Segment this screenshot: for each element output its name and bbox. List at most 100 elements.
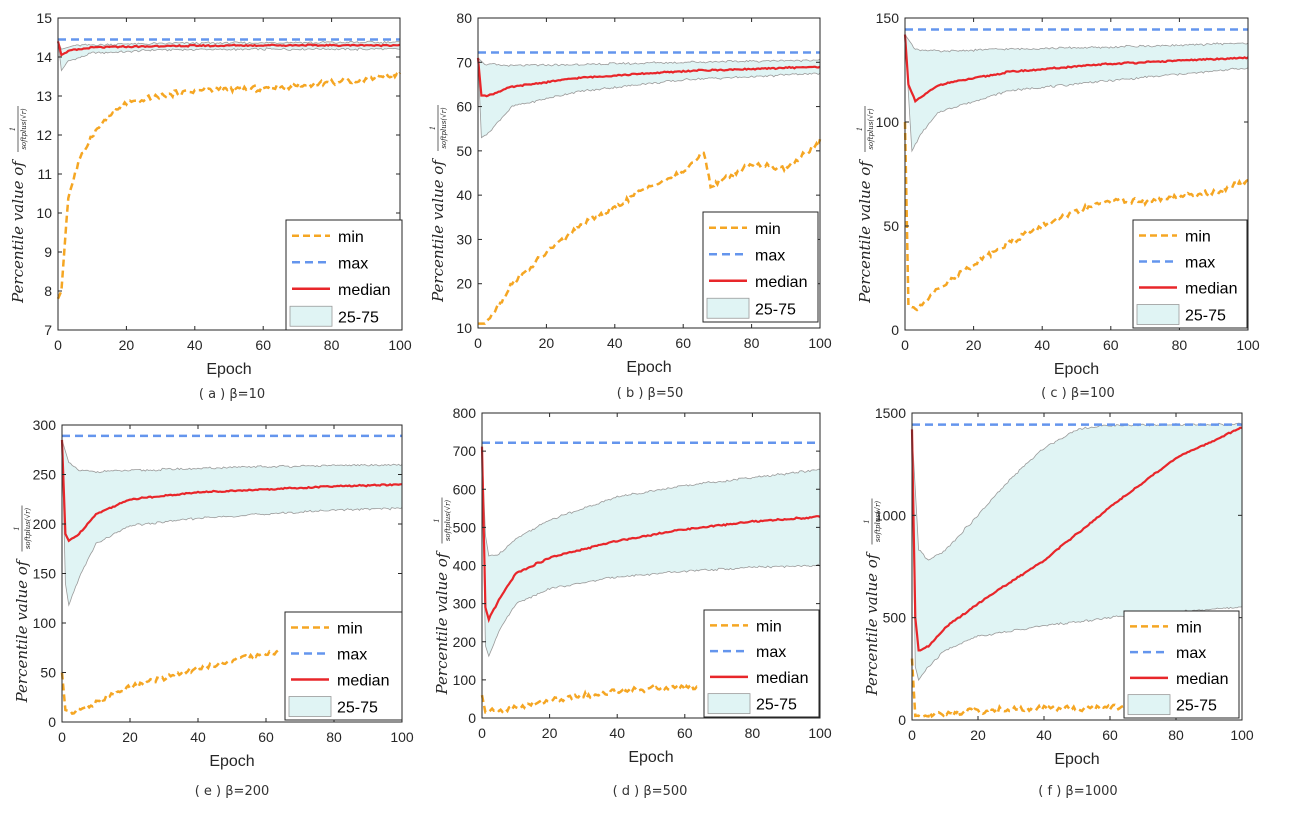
iqr-band bbox=[478, 57, 820, 138]
y-axis-frac-num: 1 bbox=[429, 126, 437, 130]
y-axis-frac-num: 1 bbox=[433, 518, 441, 522]
y-tick-label: 20 bbox=[456, 276, 472, 292]
y-tick-label: 200 bbox=[33, 516, 57, 532]
y-tick-label: 100 bbox=[453, 672, 477, 688]
legend-band-swatch bbox=[288, 696, 332, 717]
axes-box bbox=[477, 17, 821, 329]
panel-5: 0 100 200 300 400 500 600 700 800 0 20 40 60 80 100 Epo… bbox=[433, 405, 832, 799]
x-axis-label: Epoch bbox=[1054, 751, 1099, 768]
x-tick-label: 60 bbox=[1102, 727, 1118, 743]
panel-caption: ( a ) β=10 bbox=[199, 387, 265, 402]
legend-band-label: 25-75 bbox=[1176, 698, 1217, 715]
y-tick-label: 150 bbox=[33, 566, 57, 582]
y-tick-label: 70 bbox=[456, 54, 472, 70]
p75-line bbox=[904, 34, 1249, 53]
y-axis-label-text: Percentile value of bbox=[863, 551, 881, 696]
panel-6: 0 500 1000 1500 0 20 40 60 80 100 Epoch Percentile … bbox=[863, 405, 1254, 799]
legend-median-label: median bbox=[755, 274, 807, 291]
p75-line bbox=[477, 57, 821, 67]
min-line bbox=[910, 658, 1124, 719]
y-tick-label: 50 bbox=[883, 218, 899, 234]
x-tick-label: 60 bbox=[675, 335, 691, 351]
y-tick-label: 50 bbox=[40, 665, 56, 681]
legend-band-label: 25-75 bbox=[338, 309, 379, 326]
y-tick-label: 1500 bbox=[875, 405, 906, 421]
y-axis-frac-den: softplus(√r) bbox=[440, 107, 448, 149]
y-tick-label: 200 bbox=[453, 634, 477, 650]
x-tick-label: 0 bbox=[478, 725, 486, 741]
x-tick-label: 80 bbox=[324, 337, 340, 353]
x-tick-label: 20 bbox=[119, 337, 135, 353]
panel-caption: ( f ) β=1000 bbox=[1038, 784, 1117, 799]
p25-line bbox=[477, 57, 821, 139]
y-axis-frac-num: 1 bbox=[856, 127, 864, 131]
panel-3: 0 50 100 150 0 20 40 60 80 100 Epoch Percentile val… bbox=[856, 10, 1260, 401]
legend-median-label: median bbox=[337, 673, 389, 690]
y-axis-label-text: Percentile value of bbox=[13, 558, 31, 703]
legend-min-label: min bbox=[1176, 619, 1202, 636]
legend-median-label: median bbox=[1185, 281, 1237, 298]
x-tick-label: 80 bbox=[1168, 727, 1184, 743]
axes-box bbox=[904, 17, 1249, 331]
y-tick-label: 30 bbox=[456, 231, 472, 247]
x-tick-label: 0 bbox=[901, 337, 909, 353]
legend: min max median 25-75 bbox=[1123, 610, 1240, 719]
x-tick-label: 80 bbox=[744, 335, 760, 351]
y-tick-label: 8 bbox=[44, 283, 52, 299]
legend-median-label: median bbox=[338, 282, 390, 299]
min-line bbox=[903, 121, 1249, 312]
x-tick-label: 80 bbox=[745, 725, 761, 741]
x-tick-label: 40 bbox=[609, 725, 625, 741]
axes-box bbox=[911, 412, 1243, 721]
median-line bbox=[56, 41, 401, 57]
legend-band-label: 25-75 bbox=[337, 700, 378, 717]
x-tick-label: 60 bbox=[258, 729, 274, 745]
x-tick-label: 20 bbox=[122, 729, 138, 745]
legend: min max median 25-75 bbox=[284, 611, 403, 721]
x-axis-label: Epoch bbox=[1054, 361, 1099, 378]
x-tick-label: 40 bbox=[190, 729, 206, 745]
legend-min-label: min bbox=[1185, 229, 1211, 246]
x-tick-label: 100 bbox=[388, 337, 412, 353]
legend-max-label: max bbox=[337, 647, 367, 664]
y-tick-label: 500 bbox=[883, 610, 907, 626]
legend-max-label: max bbox=[1176, 645, 1206, 662]
panel-caption: ( d ) β=500 bbox=[613, 784, 688, 799]
iqr-band bbox=[912, 423, 1242, 681]
x-tick-label: 40 bbox=[607, 335, 623, 351]
y-tick-label: 50 bbox=[456, 143, 472, 159]
panel-caption: ( e ) β=200 bbox=[195, 784, 270, 799]
legend-min-label: min bbox=[338, 229, 364, 246]
p75-line bbox=[57, 40, 401, 50]
legend-max-label: max bbox=[755, 247, 785, 264]
y-tick-label: 100 bbox=[876, 114, 900, 130]
min-line bbox=[480, 682, 700, 714]
y-tick-label: 0 bbox=[891, 322, 899, 338]
y-tick-label: 250 bbox=[33, 467, 57, 483]
x-tick-label: 100 bbox=[808, 335, 832, 351]
median-line bbox=[480, 446, 821, 624]
panel-1: 7 8 9 10 11 12 13 14 15 0 20 40 60 80 100 Epoch Percenti… bbox=[9, 10, 412, 402]
legend-min-label: min bbox=[337, 621, 363, 638]
legend-band-swatch bbox=[1136, 304, 1180, 325]
y-tick-label: 80 bbox=[456, 10, 472, 26]
y-axis-label-text: Percentile value of bbox=[9, 159, 27, 304]
legend-band-label: 25-75 bbox=[1185, 308, 1226, 325]
legend-max-label: max bbox=[1185, 255, 1215, 272]
y-axis-frac-den: softplus(√r) bbox=[24, 508, 32, 550]
x-axis-label: Epoch bbox=[206, 361, 251, 378]
x-tick-label: 60 bbox=[677, 725, 693, 741]
y-tick-label: 1000 bbox=[875, 507, 906, 523]
x-tick-label: 40 bbox=[1036, 727, 1052, 743]
y-tick-label: 9 bbox=[44, 244, 52, 260]
legend-band-swatch bbox=[706, 297, 750, 319]
x-axis-label: Epoch bbox=[628, 749, 673, 766]
y-tick-label: 500 bbox=[453, 519, 477, 535]
legend-median-label: median bbox=[756, 670, 808, 687]
y-axis-label-text: Percentile value of bbox=[433, 550, 451, 695]
y-tick-label: 7 bbox=[44, 322, 52, 338]
p75-line bbox=[481, 446, 821, 557]
y-tick-label: 13 bbox=[36, 88, 52, 104]
y-axis-label-text: Percentile value of bbox=[856, 159, 874, 304]
